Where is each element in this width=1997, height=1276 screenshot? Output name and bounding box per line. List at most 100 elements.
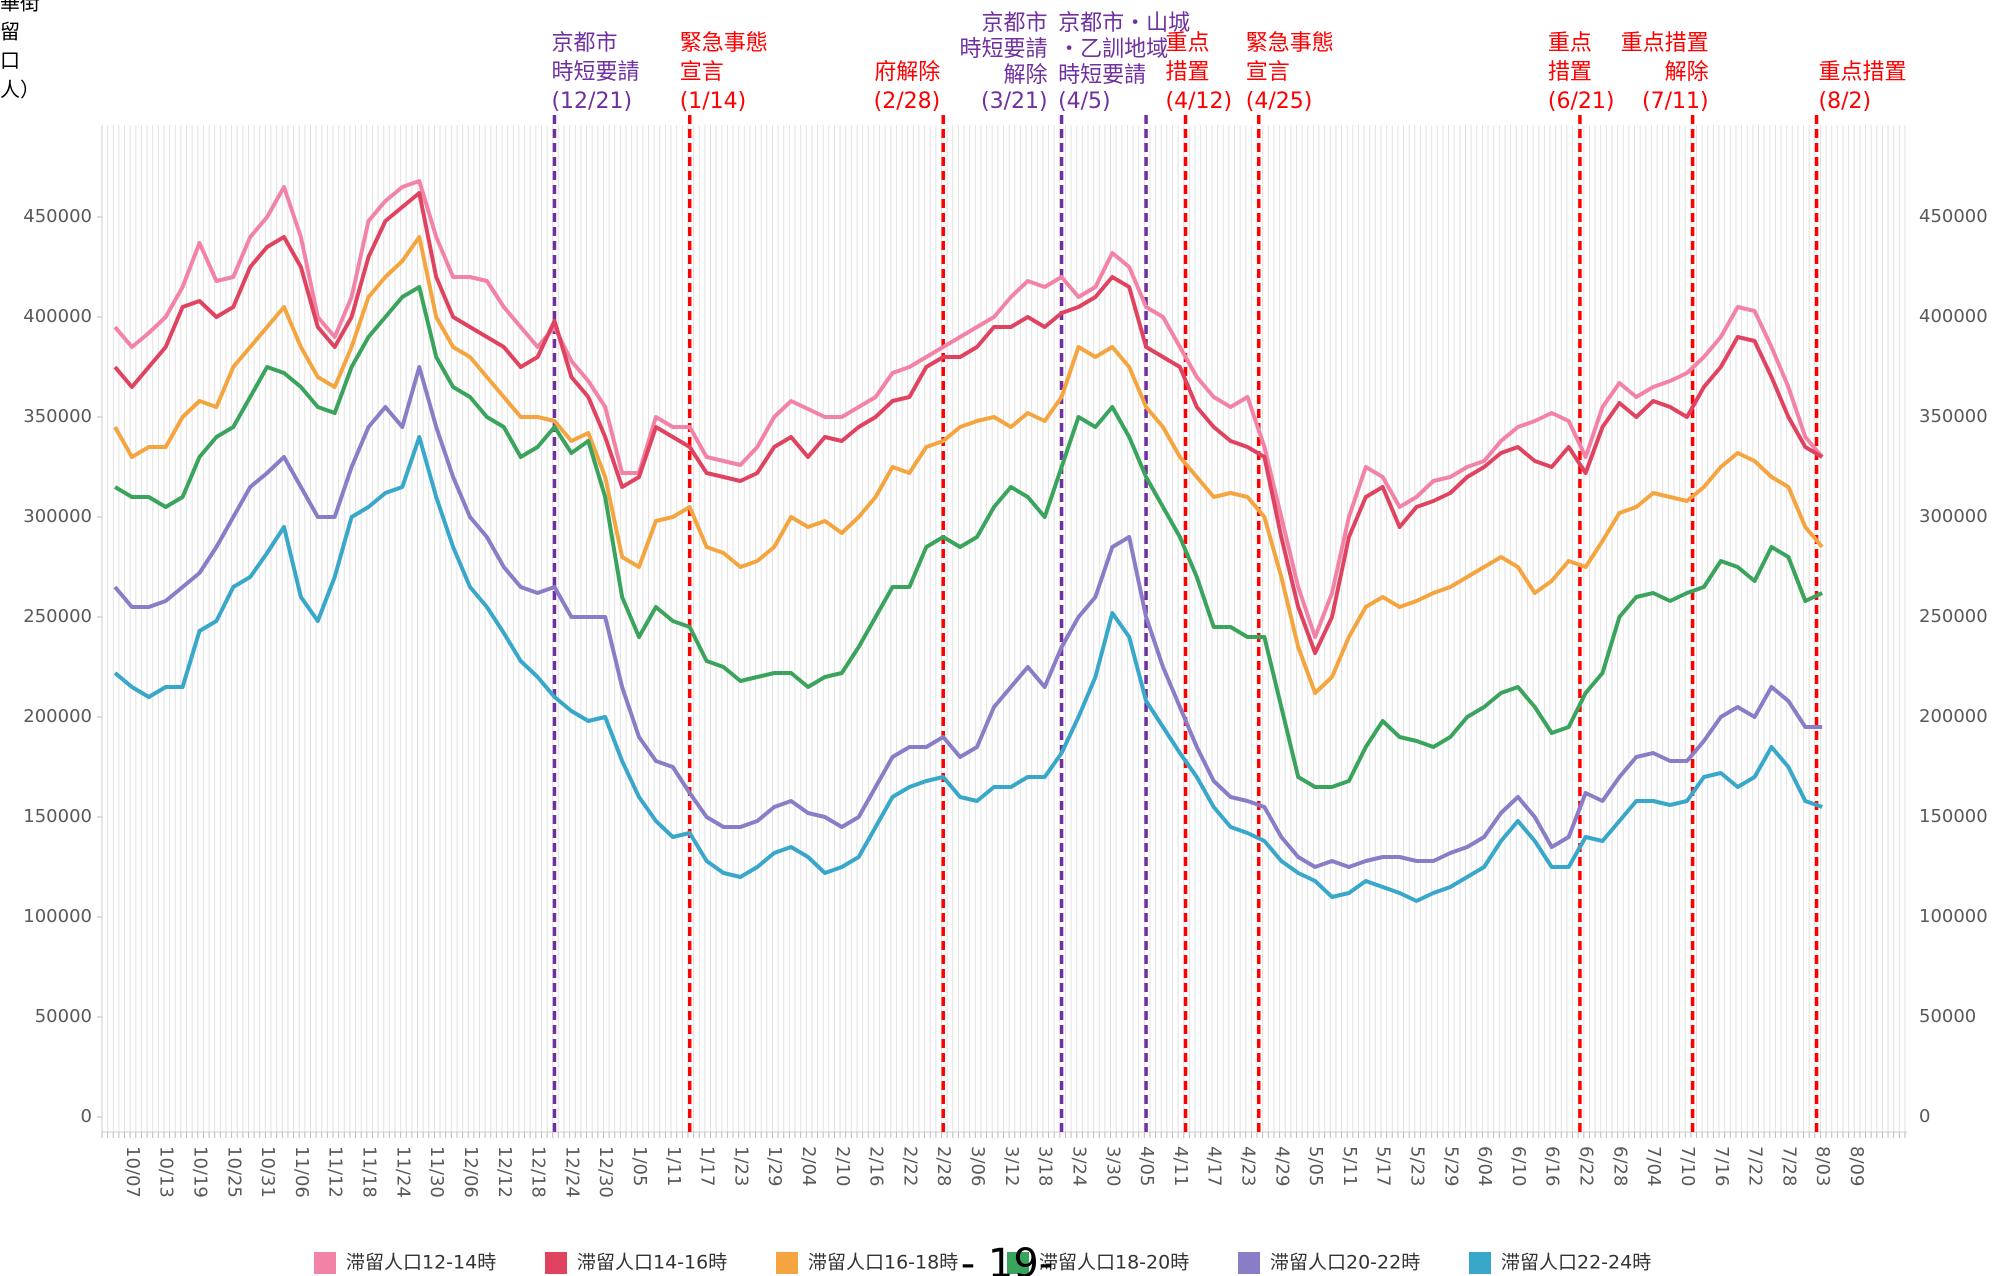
annotation-text: 宣言 — [1246, 60, 1290, 85]
x-tick-group: 7/10 — [1677, 1146, 1698, 1186]
x-tick-group: 2/16 — [866, 1146, 887, 1186]
annotation-text: 解除 — [1665, 60, 1709, 85]
x-tick-group: 11/24 — [392, 1146, 413, 1198]
x-tick-label: 6/10 — [1508, 1146, 1529, 1186]
x-tick-label: 8/09 — [1846, 1146, 1867, 1186]
legend-label: 滞留人口18-20時 — [1039, 1252, 1189, 1274]
annotation-text: (7/11) — [1642, 89, 1709, 114]
x-tick-label: 12/06 — [460, 1146, 481, 1198]
y-tick-label: 400000 — [23, 306, 92, 327]
x-tick-group: 6/22 — [1576, 1146, 1597, 1186]
x-tick-label: 1/29 — [764, 1146, 785, 1186]
series-line — [113, 179, 1824, 639]
x-tick-group: 4/29 — [1271, 1146, 1292, 1186]
annotation-text: 時短要請 — [960, 37, 1048, 62]
x-tick-label: 10/25 — [223, 1146, 244, 1198]
x-tick-label: 5/05 — [1305, 1146, 1326, 1186]
x-tick-label: 10/31 — [257, 1146, 278, 1198]
x-tick-label: 5/11 — [1339, 1146, 1360, 1186]
legend-label: 滞留人口20-22時 — [1270, 1252, 1420, 1274]
x-tick-group: 12/30 — [595, 1146, 616, 1198]
x-tick-group: 3/06 — [967, 1146, 988, 1186]
x-tick-group: 6/28 — [1609, 1146, 1630, 1186]
x-tick-group: 6/04 — [1474, 1146, 1495, 1186]
x-tick-label: 11/12 — [325, 1146, 346, 1198]
x-tick-label: 5/29 — [1440, 1146, 1461, 1186]
y-tick-label: 250000 — [23, 606, 92, 627]
x-tick-label: 12/12 — [494, 1146, 515, 1198]
x-tick-group: 7/28 — [1778, 1146, 1799, 1186]
y-axis-label: 留 — [0, 20, 20, 44]
x-tick-label: 12/24 — [561, 1146, 582, 1198]
y-tick-label: 200000 — [23, 706, 92, 727]
annotation-text: 宣言 — [680, 60, 724, 85]
series-line — [113, 285, 1824, 789]
y-tick-label: 450000 — [23, 206, 92, 227]
series-line — [113, 435, 1823, 903]
series-line — [113, 365, 1823, 869]
x-tick-group: 2/28 — [933, 1146, 954, 1186]
x-tick-label: 3/30 — [1102, 1146, 1123, 1186]
x-tick-group: 7/22 — [1745, 1146, 1766, 1186]
x-tick-label: 2/28 — [933, 1146, 954, 1186]
x-tick-label: 11/18 — [359, 1146, 380, 1198]
y-tick-label: 50000 — [35, 1006, 92, 1027]
x-tick-group: 4/05 — [1136, 1146, 1157, 1186]
x-tick-label: 10/07 — [122, 1146, 143, 1198]
x-tick-label: 11/30 — [426, 1146, 447, 1198]
x-tick-label: 3/24 — [1068, 1146, 1089, 1186]
x-tick-group: 3/24 — [1068, 1146, 1089, 1186]
x-tick-label: 1/05 — [629, 1146, 650, 1186]
annotation-text: 重点措置 — [1819, 60, 1907, 85]
page-number: - 19- — [961, 1241, 1053, 1276]
x-tick-label: 7/22 — [1745, 1146, 1766, 1186]
x-tick-group: 10/07 — [122, 1146, 143, 1198]
legend-swatch — [314, 1252, 336, 1274]
x-tick-group: 12/18 — [528, 1146, 549, 1198]
x-tick-label: 4/23 — [1237, 1146, 1258, 1186]
series-line — [113, 191, 1824, 655]
annotation-text: 京都市・山城 — [1058, 11, 1190, 36]
x-tick-group: 4/17 — [1204, 1146, 1225, 1186]
x-tick-label: 3/12 — [1001, 1146, 1022, 1186]
x-tick-label: 4/17 — [1204, 1146, 1225, 1186]
y-axis-label: 華街 — [0, 0, 40, 15]
y-tick-label: 0 — [81, 1106, 92, 1127]
y2-tick-label: 450000 — [1919, 206, 1988, 227]
x-tick-label: 6/04 — [1474, 1146, 1495, 1186]
x-tick-group: 1/29 — [764, 1146, 785, 1186]
annotation-text: (4/12) — [1166, 89, 1233, 114]
legend-label: 滞留人口12-14時 — [346, 1252, 496, 1274]
x-tick-group: 11/18 — [359, 1146, 380, 1198]
x-tick-label: 2/04 — [798, 1146, 819, 1186]
y-tick-label: 300000 — [23, 506, 92, 527]
y2-tick-label: 400000 — [1919, 306, 1988, 327]
y2-tick-label: 150000 — [1919, 806, 1988, 827]
annotation-text: (4/25) — [1246, 89, 1313, 114]
x-tick-label: 4/11 — [1170, 1146, 1191, 1186]
legend-swatch — [1238, 1252, 1260, 1274]
x-tick-label: 7/10 — [1677, 1146, 1698, 1186]
legend-swatch — [545, 1252, 567, 1274]
annotation-text: ・乙訓地域 — [1058, 37, 1168, 62]
x-tick-group: 2/04 — [798, 1146, 819, 1186]
x-tick-group: 5/23 — [1407, 1146, 1428, 1186]
x-tick-label: 5/23 — [1407, 1146, 1428, 1186]
x-tick-group: 5/05 — [1305, 1146, 1326, 1186]
y-tick-label: 100000 — [23, 906, 92, 927]
x-tick-group: 7/04 — [1643, 1146, 1664, 1186]
x-tick-label: 6/16 — [1542, 1146, 1563, 1186]
x-tick-group: 3/12 — [1001, 1146, 1022, 1186]
x-tick-label: 2/10 — [832, 1146, 853, 1186]
x-tick-label: 1/17 — [697, 1146, 718, 1186]
x-tick-group: 4/11 — [1170, 1146, 1191, 1186]
annotation-text: 措置 — [1548, 60, 1592, 85]
annotation-text: (2/28) — [874, 89, 941, 114]
y-axis-label: 口 — [0, 49, 20, 73]
x-tick-group: 2/10 — [832, 1146, 853, 1186]
x-tick-label: 8/03 — [1812, 1146, 1833, 1186]
annotation-text: 重点措置 — [1621, 31, 1709, 56]
y-tick-label: 150000 — [23, 806, 92, 827]
x-tick-group: 12/24 — [561, 1146, 582, 1198]
